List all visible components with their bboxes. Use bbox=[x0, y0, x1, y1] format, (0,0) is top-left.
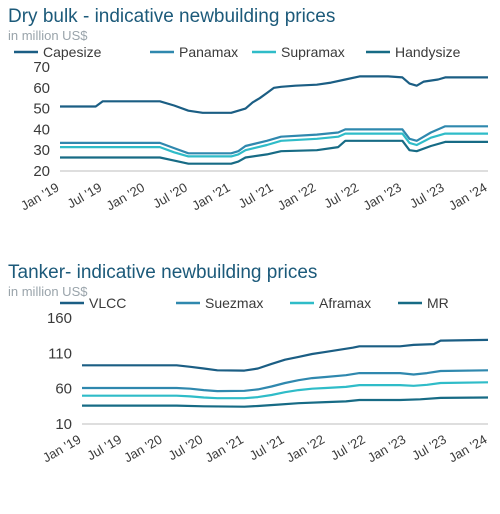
legend-label: Handysize bbox=[395, 44, 461, 60]
x-tick-label: Jul '23 bbox=[407, 180, 447, 212]
series-line-handysize bbox=[60, 139, 488, 165]
legend-label: Suezmax bbox=[205, 295, 263, 311]
x-tick-label: Jan '21 bbox=[202, 432, 245, 466]
legend-item: Panamax bbox=[150, 44, 238, 60]
series-line-supramax bbox=[60, 132, 488, 158]
tanker-chart-panel: Tanker- indicative newbuilding prices in… bbox=[0, 257, 500, 514]
y-tick-label: 110 bbox=[48, 345, 72, 362]
series-line-panamax bbox=[60, 125, 488, 155]
x-tick-label: Jan '19 bbox=[40, 432, 83, 466]
x-tick-label: Jan '20 bbox=[104, 180, 147, 214]
series-line-suezmax bbox=[82, 369, 489, 393]
x-tick-label: Jul '19 bbox=[65, 180, 105, 212]
legend-item: Capesize bbox=[14, 44, 102, 60]
dry-bulk-line-chart: Capesize Panamax Supramax Handysize 20 30 40 50… bbox=[14, 44, 490, 214]
x-tick-label: Jul '20 bbox=[166, 432, 206, 464]
legend-label: Panamax bbox=[179, 44, 238, 60]
x-tick-label: Jan '19 bbox=[18, 180, 61, 214]
y-tick-label: 10 bbox=[55, 416, 72, 433]
x-tick-label: Jan '24 bbox=[446, 180, 489, 214]
dry-bulk-chart-panel: Dry bulk - indicative newbuilding prices… bbox=[8, 6, 490, 214]
x-tick-label: Jul '21 bbox=[236, 180, 276, 212]
legend-label: Aframax bbox=[319, 295, 371, 311]
y-tick-label: 40 bbox=[33, 121, 50, 138]
x-tick-label: Jul '19 bbox=[84, 432, 124, 464]
x-tick-label: Jan '20 bbox=[121, 432, 164, 466]
chart-title: Dry bulk - indicative newbuilding prices bbox=[8, 6, 336, 27]
x-tick-label: Jan '22 bbox=[284, 432, 327, 466]
legend-item: Supramax bbox=[252, 44, 345, 60]
chart-title: Tanker- indicative newbuilding prices bbox=[8, 262, 318, 283]
x-tick-label: Jan '22 bbox=[275, 180, 318, 214]
y-tick-label: 60 bbox=[33, 80, 50, 97]
x-tick-label: Jan '23 bbox=[360, 180, 403, 214]
legend-label: MR bbox=[427, 295, 449, 311]
x-tick-label: Jan '21 bbox=[189, 180, 232, 214]
series-line-aframax bbox=[82, 381, 489, 400]
y-tick-label: 30 bbox=[33, 142, 50, 159]
legend-label: Capesize bbox=[43, 44, 102, 60]
series-line-vlcc bbox=[82, 338, 489, 372]
series-line-mr bbox=[82, 396, 489, 408]
chart-subtitle: in million US$ bbox=[8, 284, 88, 299]
chart-subtitle: in million US$ bbox=[8, 28, 88, 43]
y-tick-label: 50 bbox=[33, 101, 50, 118]
x-tick-label: Jan '23 bbox=[365, 432, 408, 466]
y-tick-label: 70 bbox=[33, 59, 50, 76]
y-tick-label: 160 bbox=[47, 310, 72, 327]
series-line-capesize bbox=[60, 75, 488, 114]
legend-item: VLCC bbox=[60, 295, 126, 311]
x-tick-label: Jul '22 bbox=[328, 432, 368, 464]
legend-item: Aframax bbox=[290, 295, 371, 311]
y-tick-label: 20 bbox=[33, 163, 50, 180]
y-tick-label: 60 bbox=[55, 381, 72, 398]
legend-item: MR bbox=[398, 295, 449, 311]
legend-item: Suezmax bbox=[176, 295, 263, 311]
x-tick-label: Jul '21 bbox=[247, 432, 287, 464]
x-tick-label: Jul '22 bbox=[321, 180, 361, 212]
x-tick-label: Jul '20 bbox=[150, 180, 190, 212]
legend-item: Handysize bbox=[366, 44, 461, 60]
legend-label: VLCC bbox=[89, 295, 126, 311]
x-tick-label: Jul '23 bbox=[409, 432, 449, 464]
legend-label: Supramax bbox=[281, 44, 345, 60]
x-tick-label: Jan '24 bbox=[446, 432, 489, 466]
